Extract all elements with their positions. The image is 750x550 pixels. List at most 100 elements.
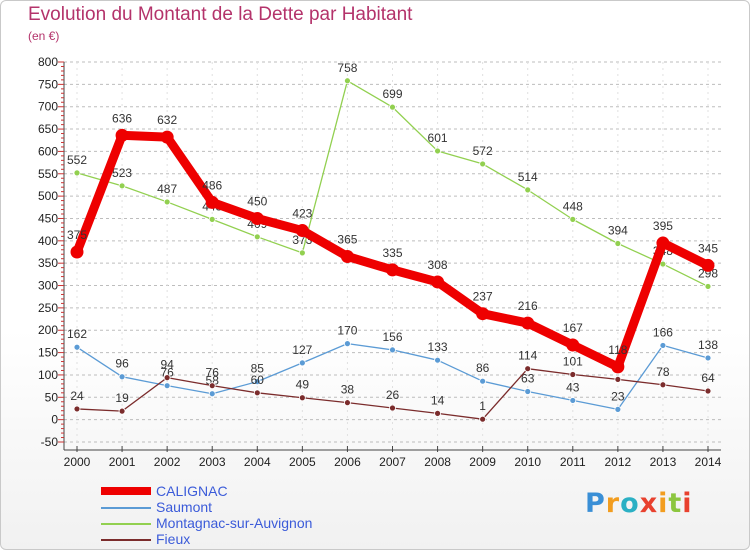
data-point xyxy=(476,307,490,321)
data-label: 23 xyxy=(611,389,625,403)
data-label: 601 xyxy=(428,131,448,145)
y-tick-label: 600 xyxy=(38,144,58,158)
data-point xyxy=(295,224,309,238)
data-label: 78 xyxy=(656,365,670,379)
data-label: 26 xyxy=(386,388,400,402)
data-label: 423 xyxy=(292,207,312,221)
data-label: 64 xyxy=(701,371,715,385)
data-label: 335 xyxy=(382,246,402,260)
data-point xyxy=(479,160,487,168)
chart-title: Evolution du Montant de la Dette par Hab… xyxy=(28,4,413,25)
legend-label-montagnac: Montagnac-sur-Auvignon xyxy=(156,515,313,531)
data-point xyxy=(659,342,667,349)
data-label: 38 xyxy=(341,383,355,397)
data-point xyxy=(298,359,306,367)
data-label: 19 xyxy=(115,391,129,405)
data-label: 94 xyxy=(160,358,174,372)
data-label: 572 xyxy=(473,144,493,158)
x-tick-label: 2013 xyxy=(650,455,677,469)
series-calignac: 375 636 632 486 450 423 365 335 308 237 216 167 118 3… xyxy=(67,111,718,374)
y-tick-label: 100 xyxy=(38,368,58,382)
data-label: 86 xyxy=(476,361,490,375)
data-point xyxy=(160,130,174,144)
logo-letter: o xyxy=(620,488,640,519)
data-label: 394 xyxy=(608,224,628,238)
data-point xyxy=(434,356,441,364)
y-tick-label: 250 xyxy=(38,301,58,315)
data-point xyxy=(434,409,441,417)
data-point xyxy=(208,390,216,398)
data-point xyxy=(524,365,532,373)
proxiti-logo: Proxiti xyxy=(585,488,693,519)
y-tick-label: -50 xyxy=(41,435,59,449)
grid-lines xyxy=(64,61,721,443)
y-tick-label: 750 xyxy=(38,77,58,91)
legend-label-fieux: Fieux xyxy=(156,531,191,547)
x-tick-label: 2007 xyxy=(379,455,406,469)
data-label: 24 xyxy=(70,389,84,403)
data-label: 170 xyxy=(337,324,357,338)
data-label: 127 xyxy=(292,343,312,357)
x-tick-label: 2008 xyxy=(424,455,451,469)
y-tick-label: 300 xyxy=(38,279,58,293)
data-label: 166 xyxy=(653,325,673,339)
y-tick-label: 500 xyxy=(38,189,58,203)
data-point xyxy=(434,147,441,155)
data-point xyxy=(340,249,354,263)
data-point xyxy=(524,186,532,194)
data-point xyxy=(344,77,351,85)
data-label: 448 xyxy=(563,199,583,213)
logo-letter: t xyxy=(668,488,683,519)
data-point xyxy=(704,354,712,362)
x-tick-label: 2006 xyxy=(334,455,361,469)
x-tick-label: 2011 xyxy=(560,455,586,469)
data-point xyxy=(569,397,577,404)
data-label: 96 xyxy=(115,357,129,371)
y-tick-label: 550 xyxy=(38,167,58,181)
x-tick-label: 2012 xyxy=(605,455,632,469)
y-tick-label: 200 xyxy=(38,323,58,337)
axes: -50 0 50 100 150 200 250 300 350 400 450 500 550 600 6… xyxy=(38,55,722,469)
data-point xyxy=(253,389,261,397)
x-tick-label: 2014 xyxy=(695,455,722,469)
data-point xyxy=(70,245,84,259)
data-point xyxy=(614,405,622,413)
logo-letters: Proxiti xyxy=(585,488,693,519)
data-point xyxy=(250,211,264,225)
series-layer: 5525234874484093737586996015725144483943… xyxy=(67,61,718,423)
y-tick-label: 350 xyxy=(38,256,58,270)
data-point xyxy=(611,360,625,374)
data-label: 375 xyxy=(67,228,87,242)
data-label: 486 xyxy=(202,178,222,192)
data-point xyxy=(656,236,670,250)
data-point xyxy=(163,198,171,206)
data-label: 632 xyxy=(157,113,177,127)
data-point xyxy=(298,394,306,402)
legend-label-calignac: CALIGNAC xyxy=(156,483,228,499)
data-label: 76 xyxy=(160,366,174,380)
data-label: 76 xyxy=(206,366,220,380)
y-tick-label: 400 xyxy=(38,234,58,248)
x-tick-label: 2003 xyxy=(199,455,226,469)
y-tick-label: 50 xyxy=(45,390,59,404)
x-tick-label: 2004 xyxy=(244,455,271,469)
y-tick-label: 800 xyxy=(38,55,58,69)
data-label: 156 xyxy=(382,330,402,344)
data-label: 487 xyxy=(157,182,177,196)
data-point xyxy=(614,240,622,247)
data-point xyxy=(163,374,171,382)
data-label: 552 xyxy=(67,153,87,167)
data-label: 114 xyxy=(518,349,537,363)
data-point xyxy=(344,399,351,407)
data-label: 60 xyxy=(251,373,265,387)
data-point xyxy=(479,415,487,423)
data-label: 167 xyxy=(563,321,583,335)
legend-swatch-montagnac xyxy=(101,523,151,525)
data-label: 237 xyxy=(473,290,493,304)
x-tick-label: 2010 xyxy=(514,455,541,469)
data-label: 101 xyxy=(563,354,583,368)
data-label: 138 xyxy=(698,338,718,352)
